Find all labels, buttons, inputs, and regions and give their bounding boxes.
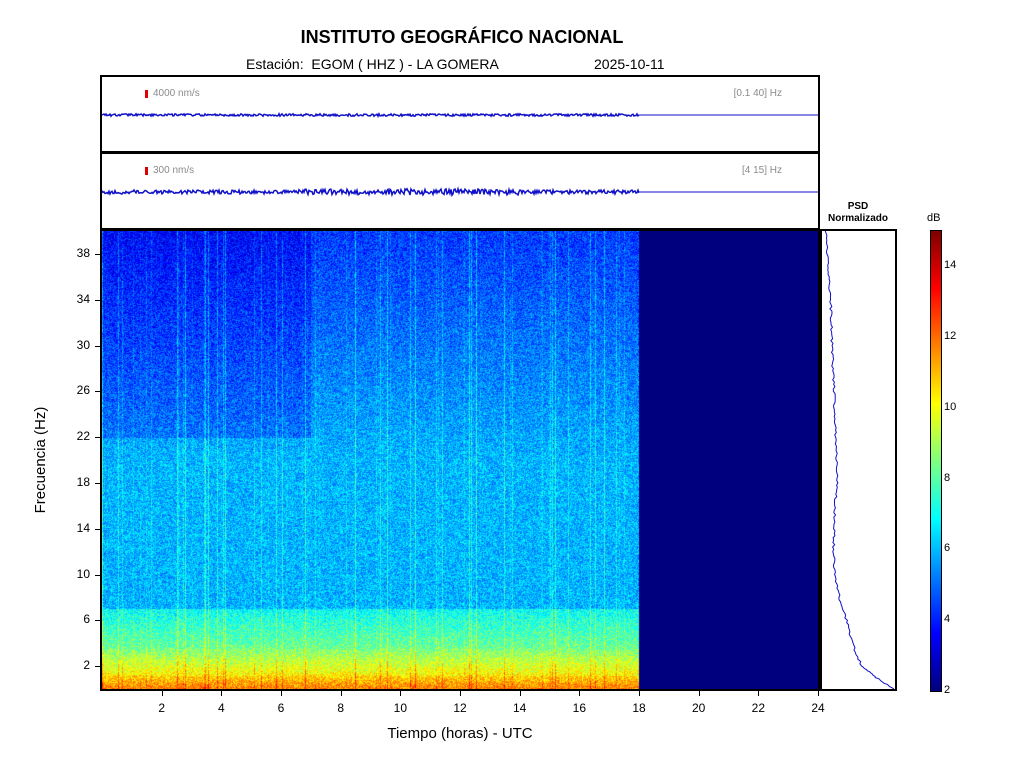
x-tick-label: 14 [512, 701, 527, 715]
x-tick-label: 12 [453, 701, 467, 715]
colorbar [930, 230, 942, 692]
colorbar-tick-label: 8 [944, 471, 951, 484]
y-tick-mark [95, 620, 100, 622]
x-tick-mark [698, 691, 700, 696]
amplitude-label: 4000 nm/s [153, 88, 200, 99]
y-tick-label: 2 [83, 658, 90, 673]
colorbar-tick-label: 10 [944, 400, 957, 413]
y-tick-label: 14 [76, 520, 90, 535]
spectrogram-plot [100, 229, 820, 691]
trace-panel-filtered: 300 nm/s [4 15] Hz [100, 152, 820, 230]
y-tick-label: 34 [76, 291, 90, 306]
y-tick-mark [95, 482, 100, 484]
waveform-trace-filtered [102, 186, 818, 198]
colorbar-tick-label: 14 [944, 259, 957, 272]
page-title: INSTITUTO GEOGRÁFICO NACIONAL [300, 27, 624, 47]
station-label: Estación: EGOM ( HHZ ) - LA GOMERA [246, 56, 499, 72]
filter-label: [4 15] Hz [741, 165, 782, 176]
y-tick-mark [95, 528, 100, 530]
y-tick-label: 26 [76, 383, 90, 398]
colorbar-tick-label: 6 [944, 542, 951, 555]
x-tick-mark [758, 691, 760, 696]
x-tick-label: 4 [217, 701, 225, 715]
trace-panel-broadband: 4000 nm/s [0.1 40] Hz [100, 75, 820, 153]
x-tick-label: 6 [277, 701, 285, 715]
x-tick-mark [281, 691, 282, 696]
y-tick-mark [95, 299, 100, 301]
x-tick-mark [639, 691, 640, 696]
x-tick-label: 18 [632, 701, 646, 715]
x-tick-label: 10 [393, 701, 407, 715]
y-tick-label: 6 [83, 612, 90, 627]
x-tick-label: 20 [691, 701, 706, 715]
x-tick-label: 22 [751, 701, 765, 715]
psd-curve [824, 230, 895, 690]
colorbar-tick-label: 2 [944, 684, 951, 696]
y-tick-label: 38 [76, 245, 90, 260]
date-label: 2025-10-11 [594, 56, 665, 72]
amplitude-scale-bar [145, 167, 148, 175]
colorbar-unit: dB [927, 212, 941, 224]
x-axis-title: Tiempo (horas) - UTC [387, 725, 533, 742]
x-tick-mark [460, 691, 461, 696]
y-tick-mark [95, 574, 100, 576]
x-tick-mark [818, 691, 819, 696]
waveform-signal [102, 186, 640, 198]
amplitude-scale-bar [145, 90, 148, 98]
y-tick-mark [95, 391, 100, 393]
psd-title-line1: PSD [847, 201, 869, 212]
psd-title: PSD Normalizado [820, 201, 896, 225]
psd-title-line2: Normalizado [827, 213, 888, 224]
y-axis-title: Frecuencia (Hz) [32, 406, 49, 514]
x-tick-mark [519, 691, 521, 696]
y-tick-mark [95, 253, 100, 255]
psd-line [824, 230, 895, 690]
y-tick-label: 18 [76, 474, 90, 489]
x-tick-label: 24 [811, 701, 825, 715]
colorbar-tick-label: 4 [944, 613, 951, 626]
y-tick-label: 22 [76, 429, 90, 444]
spectrogram-heatmap [102, 231, 818, 689]
x-tick-mark [161, 691, 163, 696]
amplitude-label: 300 nm/s [153, 165, 195, 176]
x-tick-label: 16 [572, 701, 586, 715]
filter-label: [0.1 40] Hz [733, 88, 782, 99]
x-tick-mark [340, 691, 342, 696]
x-tick-mark [400, 691, 402, 696]
waveform-trace-broadband [102, 111, 818, 119]
y-tick-label: 10 [76, 566, 90, 581]
y-tick-mark [95, 345, 100, 347]
x-tick-label: 2 [158, 701, 165, 715]
x-tick-label: 8 [337, 701, 344, 715]
y-tick-mark [95, 666, 100, 668]
y-tick-mark [95, 437, 100, 439]
x-tick-mark [579, 691, 581, 696]
waveform-signal [102, 111, 640, 119]
psd-panel [820, 229, 897, 691]
y-tick-label: 30 [76, 337, 90, 352]
colorbar-tick-label: 12 [944, 330, 957, 343]
x-tick-mark [221, 691, 223, 696]
